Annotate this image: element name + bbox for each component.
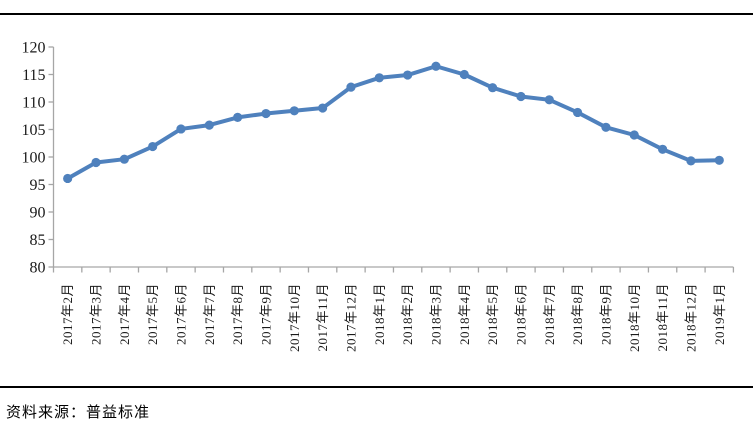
data-point — [657, 144, 668, 154]
top-divider — [0, 13, 753, 15]
data-point — [91, 157, 101, 168]
data-point — [176, 124, 186, 134]
x-category-label: 2018年11月 — [655, 283, 670, 352]
y-tick-label: 110 — [22, 95, 45, 112]
x-category-label: 2018年8月 — [570, 283, 585, 345]
data-point — [148, 141, 158, 152]
y-tick-label: 80 — [30, 260, 46, 277]
data-point — [573, 107, 583, 118]
data-point — [261, 108, 271, 119]
data-point — [289, 106, 299, 116]
data-point — [318, 103, 328, 113]
data-point — [686, 156, 696, 166]
y-tick-label: 90 — [30, 205, 46, 222]
data-point — [459, 69, 469, 80]
data-point — [374, 73, 384, 83]
x-category-label: 2018年4月 — [457, 283, 472, 345]
x-category-label: 2017年7月 — [202, 283, 217, 345]
x-category-label: 2017年4月 — [117, 283, 132, 345]
data-point — [63, 173, 73, 184]
x-category-label: 2018年9月 — [598, 283, 613, 345]
data-point — [346, 82, 356, 92]
data-point — [544, 95, 554, 105]
x-category-label: 2017年10月 — [287, 283, 302, 352]
x-category-label: 2018年3月 — [428, 283, 443, 345]
x-category-label: 2017年8月 — [230, 283, 245, 345]
data-point — [233, 112, 243, 122]
x-category-label: 2018年12月 — [683, 283, 698, 352]
wealth-index-line-chart: 80 85 90 95 100 105 110 115 120 2017年2月 2017年3月 201… — [22, 40, 735, 352]
data-point — [629, 130, 639, 140]
data-point — [403, 70, 413, 80]
bottom-divider — [0, 386, 753, 388]
data-point — [204, 120, 214, 130]
source-note: 资料来源：普益标准 — [6, 405, 151, 421]
y-tick-label: 120 — [22, 40, 46, 57]
x-category-label: 2018年6月 — [513, 283, 528, 345]
data-point — [516, 91, 526, 102]
data-point — [431, 61, 441, 71]
trend-line — [65, 64, 722, 181]
x-category-label: 2019年1月 — [712, 283, 727, 345]
x-category-label: 2017年5月 — [145, 283, 160, 345]
data-point — [601, 122, 611, 132]
data-point — [488, 83, 498, 93]
x-category-label: 2017年2月 — [60, 283, 75, 345]
y-tick-label: 115 — [22, 67, 45, 84]
x-category-label: 2017年12月 — [343, 283, 358, 352]
y-tick-label: 85 — [30, 232, 46, 249]
x-category-label: 2018年1月 — [372, 283, 387, 345]
x-category-label: 2018年5月 — [485, 283, 500, 345]
x-category-label: 2017年3月 — [88, 283, 103, 345]
data-point — [119, 154, 129, 164]
x-category-label: 2017年6月 — [173, 283, 188, 345]
x-category-label: 2018年10月 — [627, 283, 642, 352]
x-category-label: 2018年7月 — [542, 283, 557, 345]
y-tick-label: 95 — [30, 177, 46, 194]
x-category-label: 2017年9月 — [258, 283, 273, 345]
data-point — [714, 155, 724, 165]
y-tick-label: 100 — [22, 150, 46, 167]
y-tick-label: 105 — [22, 122, 46, 139]
x-category-label: 2017年11月 — [315, 283, 330, 352]
x-category-label: 2018年2月 — [400, 283, 415, 345]
